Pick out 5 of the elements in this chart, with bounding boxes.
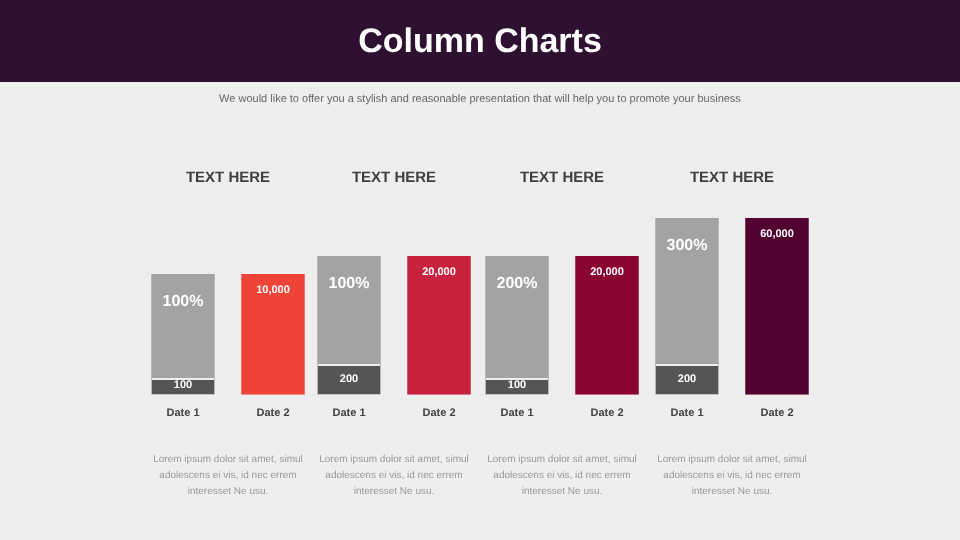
data-label: 100% — [162, 292, 204, 311]
text: Column Charts — [0, 0, 960, 82]
data-label: 200% — [496, 274, 538, 293]
data-label: 300% — [666, 236, 708, 255]
data-label: 100% — [328, 274, 370, 293]
